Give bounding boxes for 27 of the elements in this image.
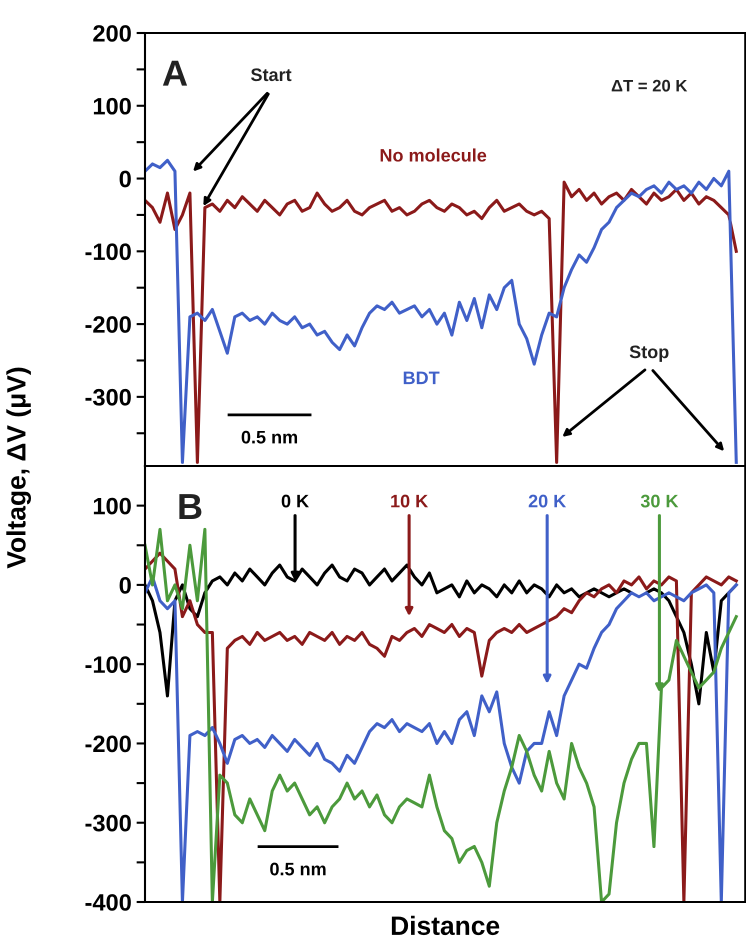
y-tick-label: -400 <box>85 894 131 911</box>
annotation: 0.5 nm <box>270 862 326 876</box>
text: 30 K <box>640 494 678 508</box>
y-tick-label: 200 <box>93 25 131 42</box>
text: No molecule <box>380 148 486 162</box>
annotation: 0.5 nm <box>242 430 298 444</box>
annotation: A <box>162 60 188 86</box>
y-tick-label: -300 <box>85 814 131 832</box>
annotation: Stop <box>630 345 669 362</box>
y-tick-label: -200 <box>85 316 131 333</box>
y-tick-label: -100 <box>85 243 131 260</box>
y-tick-label: -300 <box>85 388 131 406</box>
y-tick-label: 0 <box>120 576 131 594</box>
annotation: Start <box>251 68 292 82</box>
y-axis-title: Voltage, ΔV (μV) <box>6 368 32 568</box>
y-tick-label: 100 <box>94 98 131 115</box>
y-tick-label: -100 <box>85 656 131 673</box>
y-tick-label: 100 <box>94 498 131 514</box>
x-axis-title: Distance <box>392 916 500 936</box>
annotation: B <box>179 494 202 519</box>
text: 20 K <box>528 494 566 508</box>
text: 10 K <box>391 494 428 508</box>
text: BDT <box>404 372 440 384</box>
y-tick-label: -200 <box>85 736 131 752</box>
y-tick-label: 0 <box>120 170 131 188</box>
text: 0 K <box>282 494 309 508</box>
annotation: ΔT = 20 K <box>612 80 688 92</box>
